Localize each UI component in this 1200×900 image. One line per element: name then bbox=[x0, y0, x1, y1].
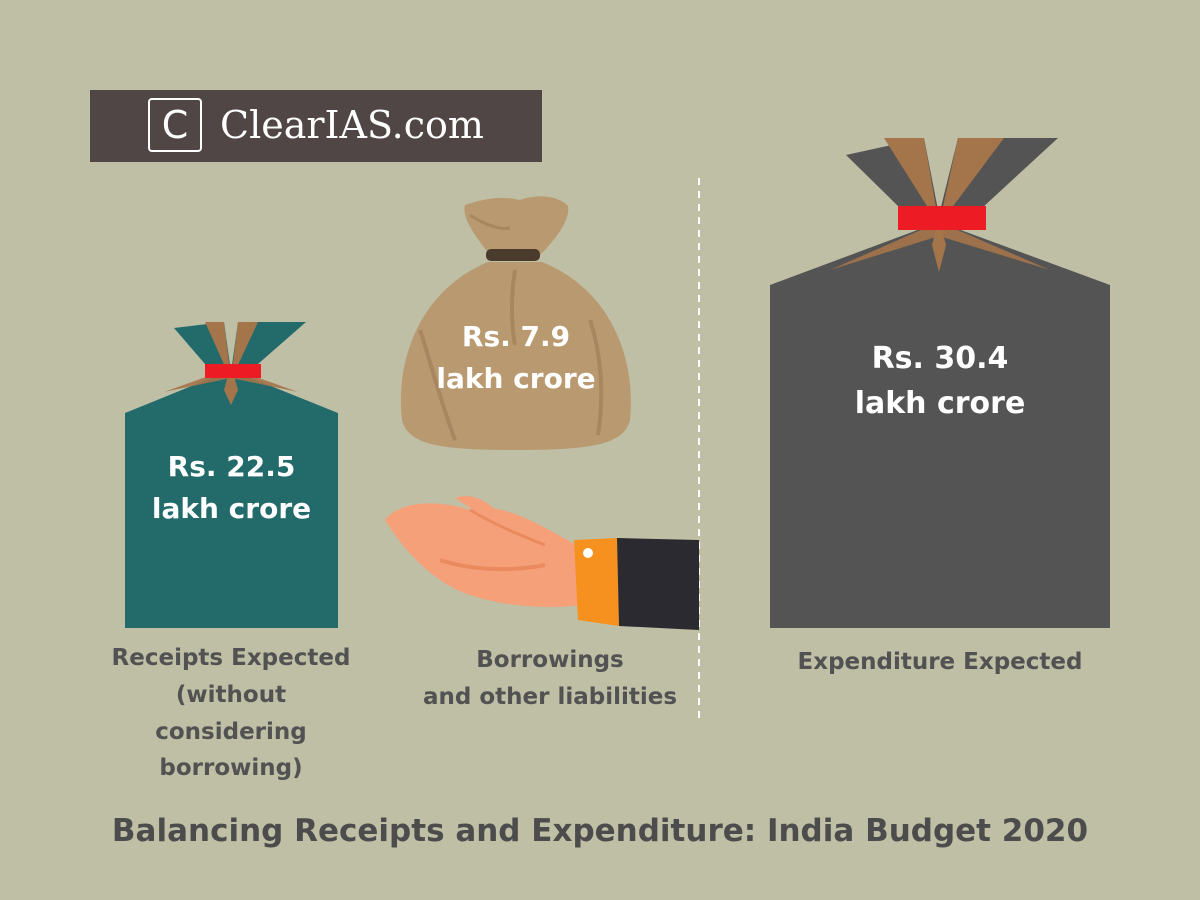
borrowings-value: Rs. 7.9 lakh crore bbox=[436, 320, 596, 395]
receipts-caption: Receipts Expected (without considering b… bbox=[111, 645, 351, 782]
logo-text: ClearIAS.com bbox=[220, 103, 484, 147]
money-bag-icon bbox=[400, 196, 631, 450]
expenditure-bag-icon bbox=[770, 138, 1110, 628]
receipts-bag-icon bbox=[125, 322, 338, 628]
page-title: Balancing Receipts and Expenditure: Indi… bbox=[111, 813, 1089, 849]
expenditure-caption: Expenditure Expected bbox=[797, 649, 1083, 675]
expenditure-value: Rs. 30.4 lakh crore bbox=[854, 341, 1026, 421]
logo-letter-box: C bbox=[148, 98, 202, 152]
receipts-value: Rs. 22.5 lakh crore bbox=[151, 450, 312, 525]
open-hand-icon bbox=[385, 495, 699, 630]
borrowings-caption: Borrowings and other liabilities bbox=[422, 647, 678, 710]
clearias-logo: C ClearIAS.com bbox=[90, 90, 542, 162]
